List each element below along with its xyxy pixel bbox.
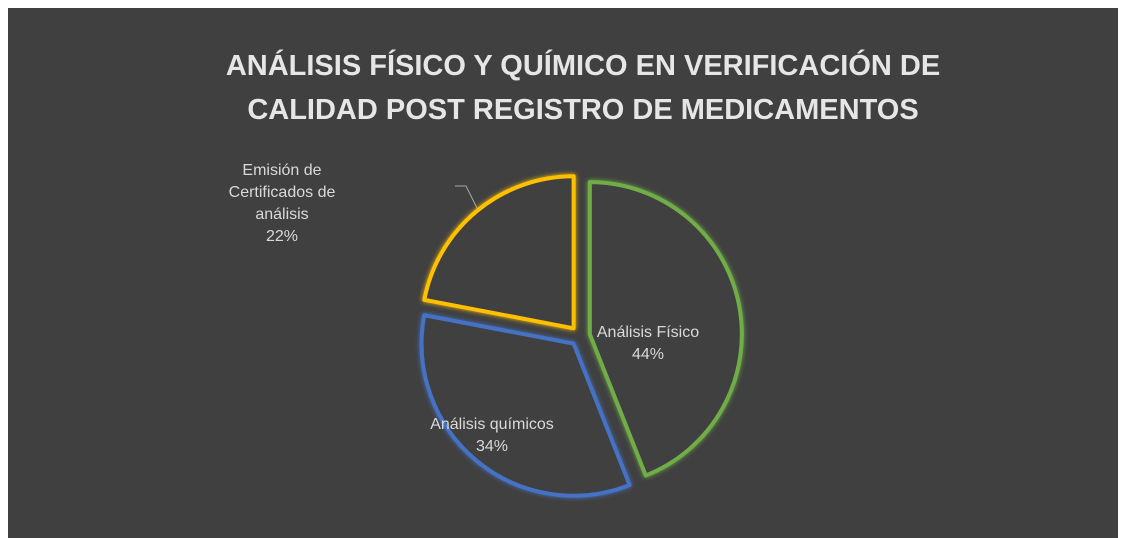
chart-title: ANÁLISIS FÍSICO Y QUÍMICO EN VERIFICACIÓ… <box>225 50 941 126</box>
data-label: Emisión de Certificados de análisis 22% <box>207 160 357 248</box>
slice-value: 22% <box>265 228 299 245</box>
slice-name: Emisión de Certificados de análisis <box>228 162 336 223</box>
slice-value: 44% <box>631 346 665 363</box>
pie-slice <box>419 313 632 498</box>
data-label: Análisis Físico 44% <box>583 322 713 366</box>
slice-value: 34% <box>475 438 509 455</box>
chart <box>419 174 744 498</box>
pie-slice <box>587 180 744 478</box>
pie-slice <box>422 174 576 331</box>
chart-area: ANÁLISIS FÍSICO Y QUÍMICO EN VERIFICACIÓ… <box>8 8 1118 538</box>
slice-name: Análisis Físico <box>596 324 700 341</box>
leader-line <box>455 185 479 211</box>
data-label: Análisis químicos 34% <box>427 414 557 458</box>
slice-name: Análisis químicos <box>430 416 554 433</box>
